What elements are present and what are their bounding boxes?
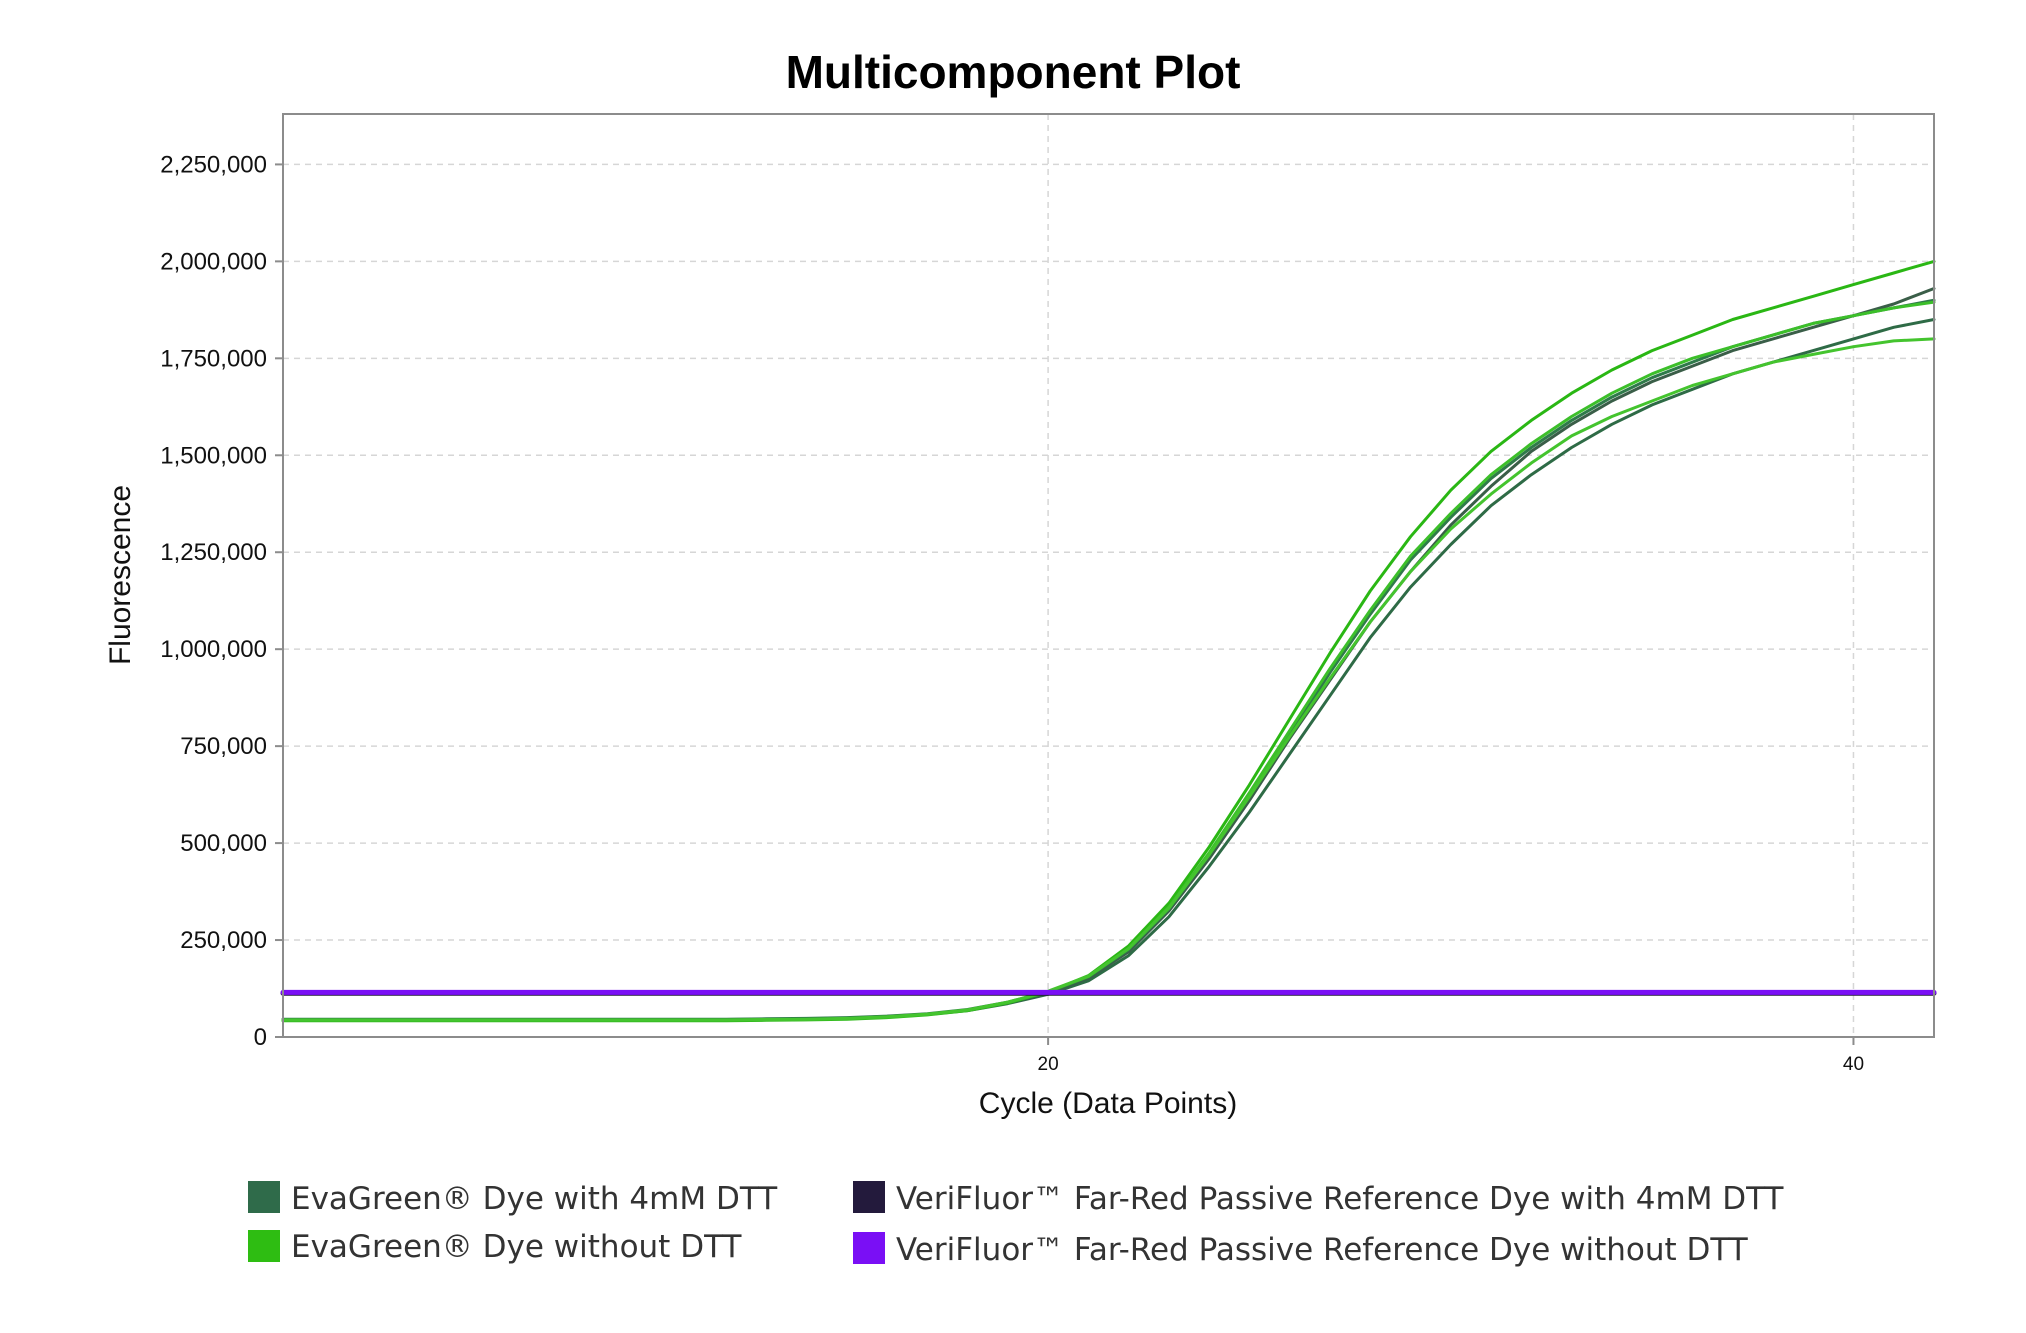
x-tick-label: 40 [1843, 1054, 1864, 1075]
x-axis-label: Cycle (Data Points) [979, 1087, 1237, 1120]
legend-swatch-evagreen-without-dtt [248, 1230, 280, 1262]
legend-label-evagreen-without-dtt: EvaGreen® Dye without DTT [291, 1229, 742, 1265]
y-tick-label: 1,250,000 [160, 539, 267, 566]
y-axis-label: Fluorescence [104, 485, 137, 665]
y-tick-label: 2,000,000 [160, 248, 267, 275]
legend-label-evagreen-with-dtt: EvaGreen® Dye with 4mM DTT [291, 1181, 778, 1217]
legend-item-evagreen-without-dtt: EvaGreen® Dye without DTT [248, 1229, 742, 1265]
legend-item-verifluor-without-dtt: VeriFluor™ Far-Red Passive Reference Dye… [853, 1232, 1749, 1268]
legend-item-verifluor-with-dtt: VeriFluor™ Far-Red Passive Reference Dye… [853, 1181, 1785, 1217]
chart-title: Multicomponent Plot [786, 46, 1241, 98]
series-layer [280, 259, 1937, 1023]
y-tick-label: 1,500,000 [160, 442, 267, 469]
legend: EvaGreen® Dye with 4mM DTT EvaGreen® Dye… [248, 1181, 1785, 1268]
series-line-1 [281, 318, 1936, 1022]
series-line-5 [281, 300, 1936, 1022]
legend-label-verifluor-without-dtt: VeriFluor™ Far-Red Passive Reference Dye… [896, 1232, 1749, 1268]
legend-swatch-evagreen-with-dtt [248, 1181, 280, 1213]
y-tick-label: 2,250,000 [160, 151, 267, 178]
x-tick-label: 20 [1038, 1054, 1059, 1075]
y-axis-ticks: 0 250,000 500,000 750,000 1,000,000 1,250,000… [160, 151, 283, 1051]
legend-swatch-verifluor-without-dtt [853, 1232, 885, 1264]
legend-item-evagreen-with-dtt: EvaGreen® Dye with 4mM DTT [248, 1181, 778, 1217]
x-axis-ticks: 20 40 [1038, 1037, 1864, 1075]
series-line-3 [281, 298, 1936, 1021]
y-tick-label: 0 [254, 1024, 267, 1051]
y-tick-label: 1,750,000 [160, 345, 267, 372]
series-line-4 [281, 259, 1936, 1023]
y-tick-label: 250,000 [180, 927, 267, 954]
series-line-6 [281, 337, 1936, 1022]
legend-swatch-verifluor-with-dtt [853, 1181, 885, 1213]
legend-label-verifluor-with-dtt: VeriFluor™ Far-Red Passive Reference Dye… [896, 1181, 1785, 1217]
series-line-2 [281, 287, 1936, 1021]
y-tick-label: 500,000 [180, 830, 267, 857]
plot-frame [282, 113, 1935, 1038]
y-tick-label: 750,000 [180, 733, 267, 760]
y-tick-label: 1,000,000 [160, 636, 267, 663]
grid-layer [283, 114, 1934, 1037]
